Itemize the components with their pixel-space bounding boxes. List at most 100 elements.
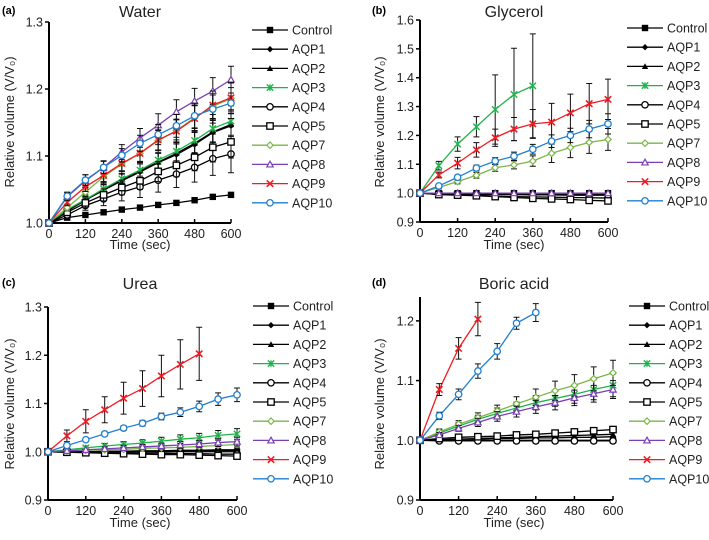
y-axis-title: Relative volume (V/V₀) (2, 338, 17, 469)
data-point (493, 347, 502, 356)
y-axis-title: Relative volume (V/V₀) (372, 56, 387, 187)
y-tick-label: 1.0 (25, 445, 42, 459)
data-point (566, 131, 575, 140)
data-point (82, 417, 90, 426)
data-point (157, 412, 166, 421)
data-point (63, 432, 71, 440)
data-point (493, 432, 502, 440)
x-tick-label: 480 (564, 504, 585, 518)
legend-marker (267, 455, 275, 464)
legend-label: AQP4 (667, 98, 700, 112)
series-aqp10 (416, 113, 612, 197)
legend-label: AQP10 (293, 472, 333, 486)
data-point (195, 402, 204, 411)
data-point (509, 188, 519, 197)
data-point (604, 197, 612, 205)
legend-label: AQP9 (667, 175, 700, 189)
data-point (589, 374, 598, 383)
data-point (45, 219, 53, 227)
x-tick-label: 600 (227, 504, 248, 518)
legend-label: AQP4 (292, 100, 325, 114)
data-point (529, 82, 537, 90)
panel-title: Glycerol (485, 4, 544, 21)
legend-label: AQP8 (669, 434, 702, 448)
legend-marker (641, 120, 649, 128)
series-aqp5 (45, 125, 235, 227)
data-point (547, 137, 556, 146)
data-point (528, 188, 538, 197)
legend-label: AQP2 (667, 60, 700, 74)
data-point (547, 149, 556, 158)
x-tick-label: 120 (447, 226, 468, 240)
data-point (434, 188, 444, 197)
legend-item-control: Control (252, 24, 332, 38)
legend-marker (641, 63, 649, 69)
data-point (453, 140, 462, 148)
y-tick-label: 1.5 (397, 42, 414, 56)
panel-title: Boric acid (479, 276, 549, 293)
data-point (609, 425, 617, 434)
plot-area: 0.9 1.0 1.1 1.2 1.3 1.4 1.5 1.6 0 120 240 360 480 600 (397, 14, 619, 241)
data-point (566, 195, 575, 204)
x-axis-title: Time (sec) (484, 237, 545, 252)
series-aqp8 (43, 436, 242, 455)
data-point (585, 125, 594, 133)
legend-item-aqp10: AQP10 (629, 472, 709, 486)
y-tick-label: 0.9 (25, 494, 42, 508)
data-point (551, 429, 559, 437)
y-tick-label: 0.9 (397, 494, 414, 508)
y-tick-label: 1.2 (25, 349, 42, 363)
data-point (209, 193, 216, 201)
y-tick-label: 1.0 (26, 217, 43, 231)
data-point (589, 437, 598, 445)
data-point (528, 145, 537, 154)
data-point (490, 188, 500, 197)
data-point (454, 423, 463, 432)
series-aqp10 (44, 387, 241, 456)
legend-label: Control (292, 24, 332, 38)
legend-label: AQP7 (669, 415, 702, 429)
legend-item-aqp10: AQP10 (252, 196, 332, 210)
y-tick-label: 1.2 (397, 314, 414, 328)
legend-marker (643, 322, 651, 329)
data-point (547, 188, 556, 197)
panel-label: (b) (372, 5, 386, 17)
data-point (551, 437, 559, 445)
legend-marker (643, 474, 651, 483)
data-point (173, 199, 180, 207)
data-point (531, 402, 541, 411)
x-tick-label: 600 (221, 227, 242, 241)
data-point (603, 188, 613, 197)
data-point (604, 120, 612, 128)
x-tick-label: 120 (448, 504, 469, 518)
legend-item-aqp5: AQP5 (627, 118, 700, 132)
data-point (454, 433, 463, 442)
data-point (531, 308, 540, 317)
legend-marker (641, 177, 649, 186)
legend-marker (267, 359, 275, 368)
legend-marker (267, 474, 275, 483)
data-point (512, 407, 521, 415)
data-point (191, 197, 198, 204)
data-point (584, 188, 594, 197)
data-point (136, 139, 144, 148)
legend-marker (267, 322, 275, 329)
data-point (209, 124, 217, 133)
panel-label: (d) (372, 277, 386, 289)
legend-marker (267, 398, 275, 406)
legend-item-aqp9: AQP9 (252, 177, 325, 191)
data-point (566, 188, 575, 197)
data-point (190, 153, 199, 162)
legend-item-aqp8: AQP8 (253, 434, 326, 448)
y-tick-label: 1.3 (25, 301, 42, 315)
legend-item-aqp4: AQP4 (627, 98, 700, 112)
y-tick-label: 1.3 (397, 100, 414, 114)
x-tick-label: 0 (417, 504, 424, 518)
data-point (195, 350, 203, 358)
legend-label: AQP5 (293, 396, 326, 410)
legend-marker (267, 302, 275, 310)
legend-marker (643, 455, 651, 464)
legend-label: AQP4 (293, 376, 326, 390)
legend-item-aqp1: AQP1 (629, 319, 702, 333)
data-point (157, 450, 166, 459)
